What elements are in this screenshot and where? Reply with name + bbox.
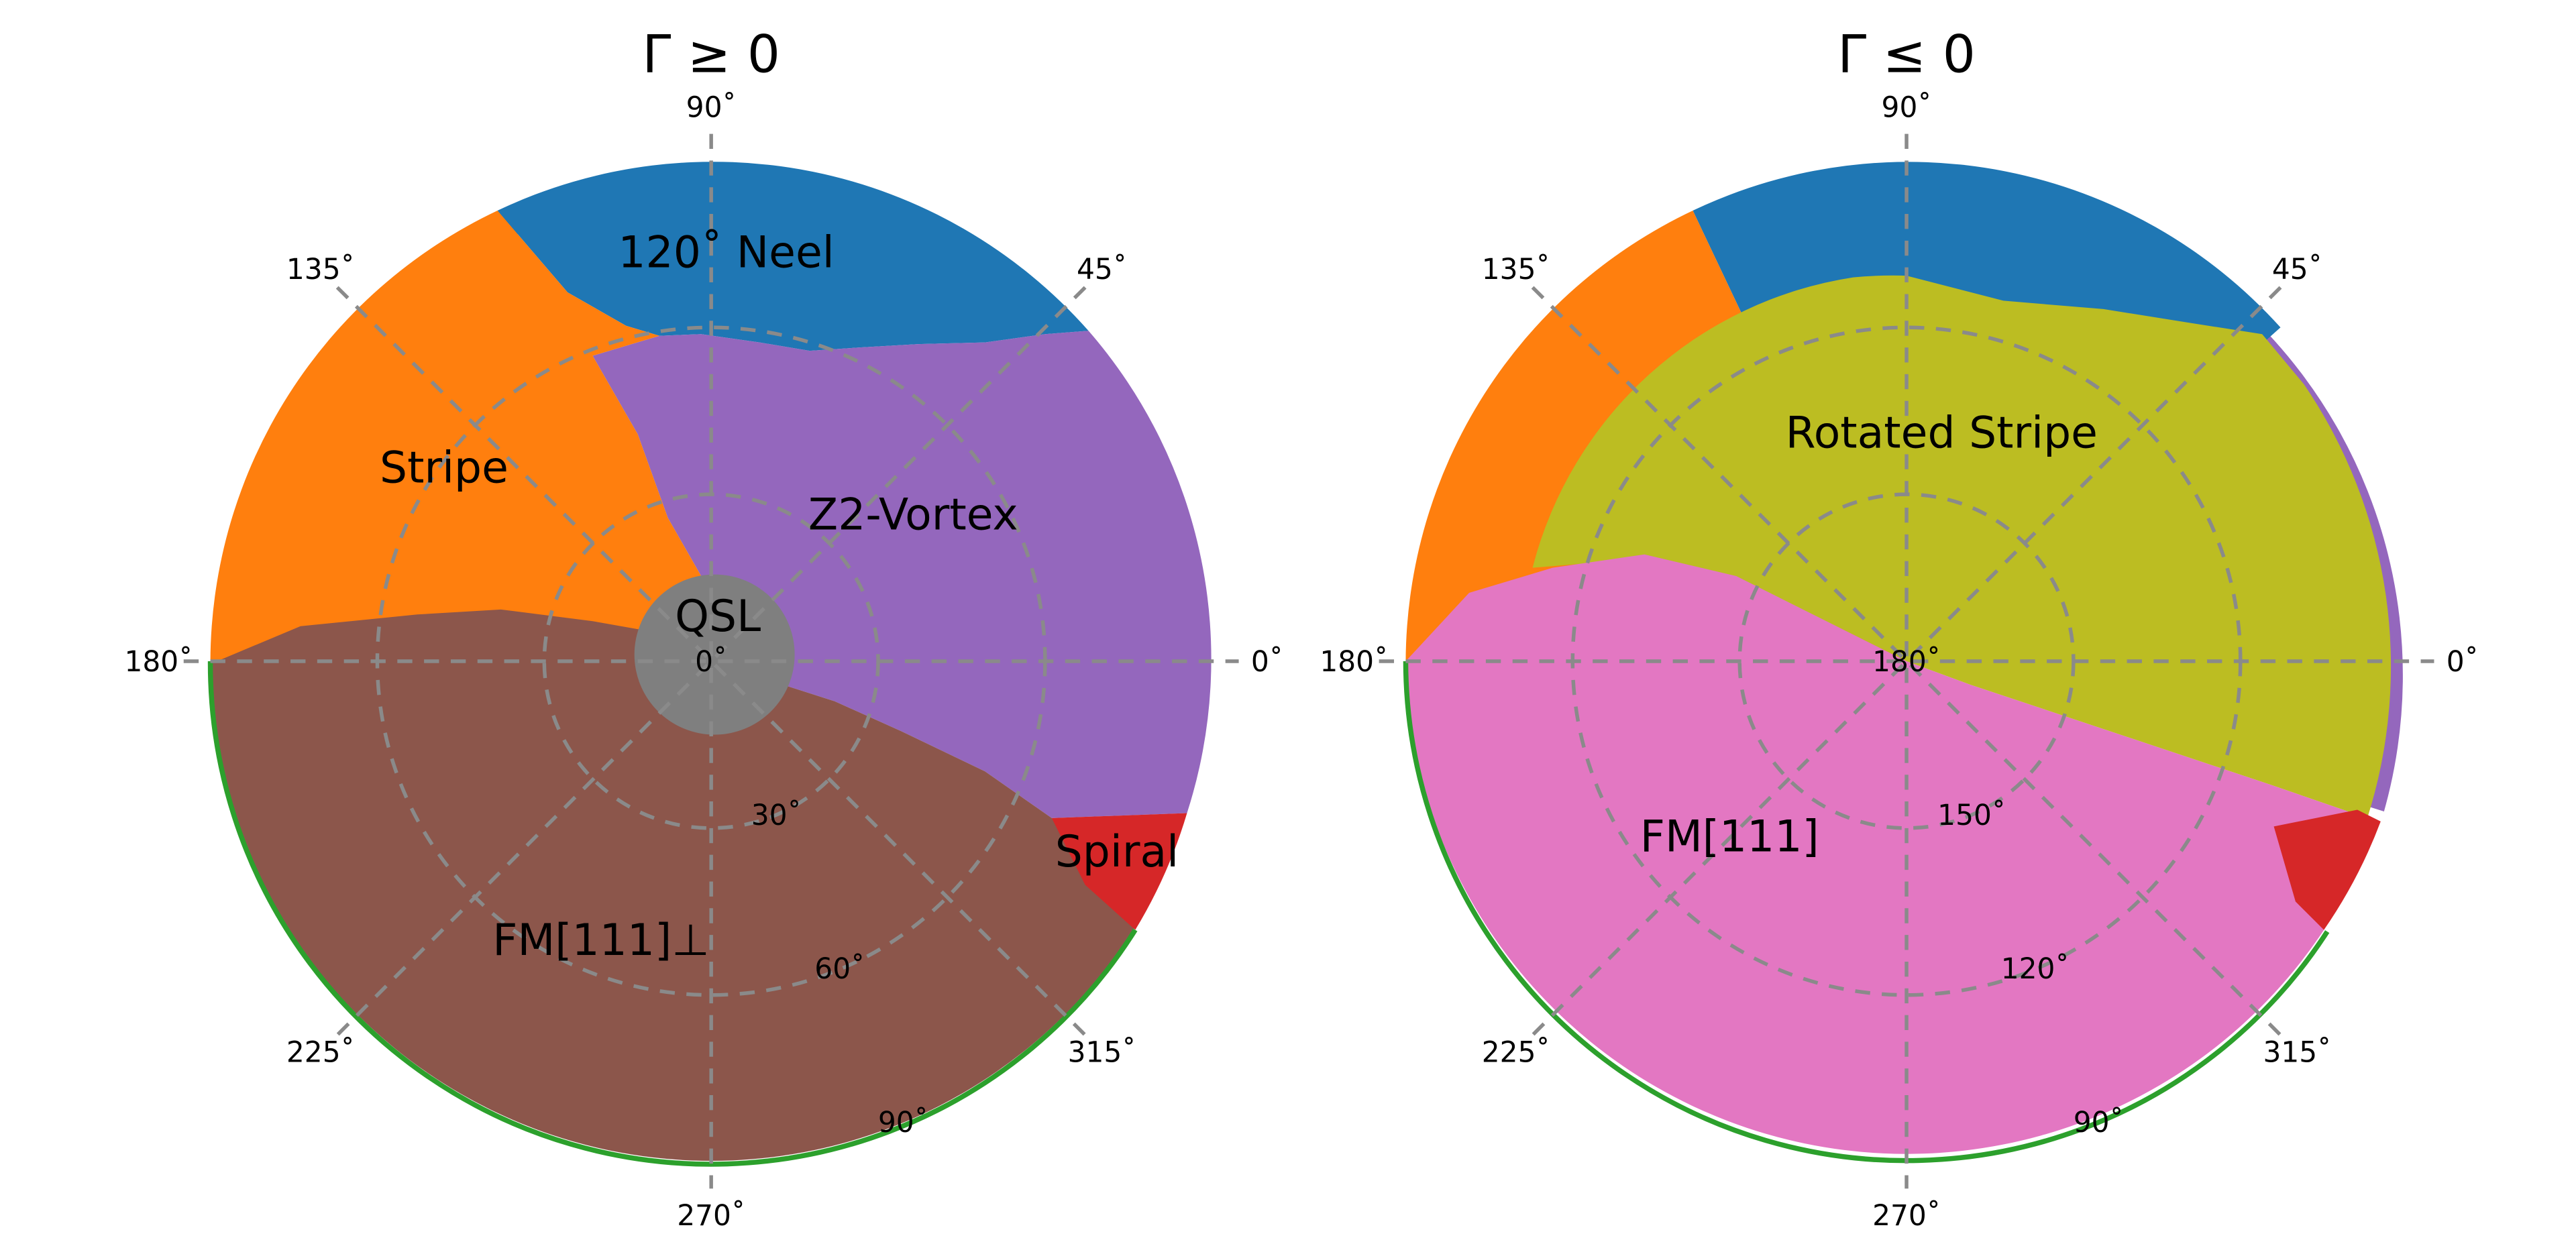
radial-tick-labels: 180˚ 150˚ 120˚ 90˚	[1872, 645, 2124, 1139]
rtick-120: 120˚	[2001, 952, 2070, 985]
tick-45: 45˚	[1077, 253, 1127, 286]
boundary-green-arc	[1403, 661, 2330, 1164]
tick-180: 180˚	[124, 645, 193, 678]
region-z2-vortex-fill	[592, 331, 1212, 818]
polar-grid	[1379, 133, 2434, 1189]
rtick-60: 60˚	[814, 952, 865, 985]
label-stripe: Stripe	[380, 443, 508, 494]
tick-0: 0˚	[1251, 645, 1283, 678]
panel-title: Γ ≤ 0	[1837, 24, 1976, 84]
label-fm111-perp: FM[111]⊥	[492, 915, 709, 966]
tick-90: 90˚	[1882, 91, 1932, 124]
tick-135: 135˚	[286, 253, 355, 286]
region-rotated-stripe-fill	[1532, 275, 2392, 818]
tick-315: 315˚	[1068, 1035, 1136, 1068]
tick-45: 45˚	[2272, 253, 2322, 286]
region-red-fill	[2273, 809, 2381, 930]
region-labels: 120˚ Neel Stripe Z2-Vortex QSL Spiral FM…	[380, 228, 1179, 966]
phase-regions	[1403, 162, 2403, 1164]
tick-270: 270˚	[677, 1199, 745, 1232]
rtick-0: 0˚	[695, 645, 727, 678]
rtick-30: 30˚	[751, 799, 802, 832]
region-labels: Rotated Stripe FM[111]	[1640, 408, 2098, 862]
tick-90: 90˚	[686, 91, 737, 124]
panel-gamma-negative: Γ ≤ 0 0˚ 45˚ 90˚	[1320, 24, 2478, 1232]
rtick-90: 90˚	[878, 1106, 928, 1139]
panel-gamma-positive: Γ ≥ 0 0˚ 45˚ 9	[124, 24, 1283, 1232]
tick-225: 225˚	[286, 1035, 355, 1068]
rtick-90: 90˚	[2074, 1106, 2124, 1139]
region-neel-fill	[497, 162, 1089, 661]
label-qsl: QSL	[675, 591, 761, 642]
label-z2-vortex: Z2-Vortex	[808, 490, 1018, 540]
boundary-green-arc	[207, 661, 1138, 1167]
region-fm111-perp-fill	[210, 609, 1136, 1161]
label-fm111: FM[111]	[1640, 812, 1819, 862]
tick-270: 270˚	[1872, 1199, 1941, 1232]
label-rotated-stripe: Rotated Stripe	[1786, 408, 2098, 458]
rtick-180: 180˚	[1872, 645, 1941, 678]
region-spiral-fill	[1051, 813, 1187, 930]
label-spiral: Spiral	[1055, 827, 1179, 877]
label-neel: 120˚ Neel	[618, 228, 834, 278]
polar-grid	[183, 133, 1239, 1189]
tick-315: 315˚	[2263, 1035, 2331, 1068]
rtick-150: 150˚	[1937, 799, 2006, 832]
angle-tick-labels: 0˚ 45˚ 90˚ 135˚ 180˚ 225˚ 270˚ 315˚	[1320, 91, 2478, 1232]
tick-135: 135˚	[1482, 253, 1550, 286]
tick-180: 180˚	[1320, 645, 1388, 678]
angle-tick-labels: 0˚ 45˚ 90˚ 135˚ 180˚ 225˚ 270˚ 315˚	[124, 91, 1283, 1232]
tick-0: 0˚	[2447, 645, 2479, 678]
region-fm111-fill	[1405, 554, 2367, 1154]
panel-title: Γ ≥ 0	[642, 24, 780, 84]
tick-225: 225˚	[1482, 1035, 1550, 1068]
radial-tick-labels: 0˚ 30˚ 60˚ 90˚	[695, 645, 928, 1139]
region-qsl-fill	[634, 574, 795, 735]
